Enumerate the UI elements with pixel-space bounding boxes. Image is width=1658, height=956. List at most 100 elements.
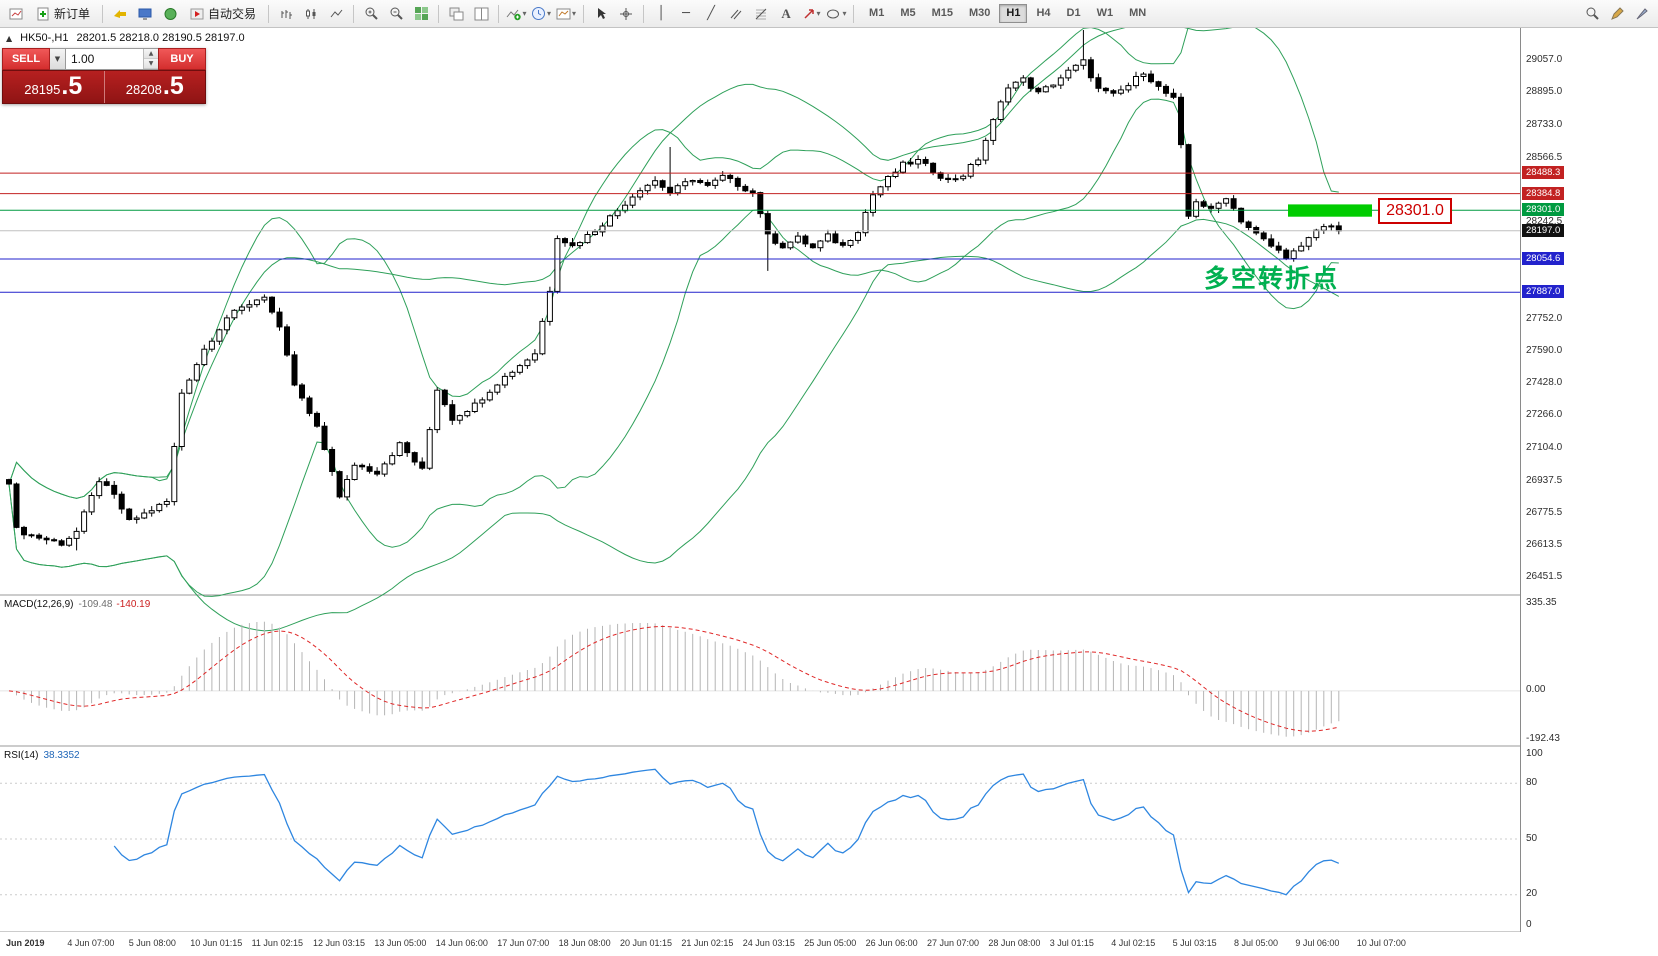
- timeframe-m30[interactable]: M30: [969, 7, 991, 19]
- chart-window-icon[interactable]: [4, 2, 28, 26]
- symbol-info: ▲ HK50-,H1 28201.5 28218.0 28190.5 28197…: [6, 32, 245, 44]
- price-level-badge: 27887.0: [1522, 285, 1565, 299]
- auto-trading-button[interactable]: 自动交易: [183, 3, 263, 25]
- bar-chart-icon[interactable]: [274, 2, 298, 26]
- toolbar-separator: [438, 4, 440, 23]
- alerts-icon[interactable]: [108, 2, 132, 26]
- volume-up-button[interactable]: ▲: [144, 49, 158, 59]
- pencil-icon[interactable]: [1605, 2, 1629, 26]
- timeframe-m1[interactable]: M1: [869, 7, 885, 19]
- navigator-icon[interactable]: [158, 2, 182, 26]
- time-axis-label: 4 Jul 02:15: [1111, 938, 1156, 948]
- toolbar-separator: [353, 4, 355, 23]
- rsi-indicator-label: RSI(14) 38.3352: [4, 750, 80, 761]
- dropdown-caret[interactable]: ▾: [572, 9, 577, 18]
- vertical-line-icon[interactable]: │: [657, 6, 665, 21]
- price-tick: 26613.5: [1526, 538, 1563, 550]
- candlestick-icon[interactable]: [299, 2, 323, 26]
- brush-icon[interactable]: [1630, 2, 1654, 26]
- time-axis[interactable]: Jun 2019 4 Jun 07:00 5 Jun 08:00 10 Jun 01:…: [0, 932, 1658, 956]
- timeframe-m5[interactable]: M5: [900, 7, 916, 19]
- text-tool-icon[interactable]: A: [781, 5, 791, 21]
- zoom-out-icon[interactable]: [384, 2, 408, 26]
- time-axis-label: 25 Jun 05:00: [804, 938, 857, 948]
- tile-windows-icon[interactable]: [409, 2, 433, 26]
- dropdown-caret[interactable]: ▾: [816, 9, 821, 18]
- timeframe-d1[interactable]: D1: [1066, 7, 1081, 19]
- sell-price-button[interactable]: 28195.5: [3, 71, 104, 103]
- crosshair-icon[interactable]: [614, 2, 638, 26]
- one-click-panel-toggle[interactable]: ▲: [6, 33, 13, 43]
- fibonacci-icon[interactable]: [749, 2, 773, 26]
- buy-price-fraction: .5: [162, 72, 184, 100]
- line-chart-icon[interactable]: [324, 2, 348, 26]
- time-axis-label: 3 Jul 01:15: [1049, 938, 1094, 948]
- volume-down-button[interactable]: ▼: [144, 59, 158, 69]
- price-chart[interactable]: [0, 28, 1520, 956]
- timeframe-h1[interactable]: H1: [999, 4, 1028, 23]
- periods-icon[interactable]: ▾: [529, 2, 553, 26]
- horizontal-line-icon[interactable]: ─: [682, 6, 690, 21]
- level-lines: [0, 172, 1520, 293]
- sell-button[interactable]: SELL: [2, 48, 50, 70]
- auto-trading-label: 自动交易: [208, 7, 257, 21]
- time-axis-label: 26 Jun 06:00: [865, 938, 918, 948]
- arrows-tool-icon[interactable]: ▾: [799, 2, 823, 26]
- rsi-axis-label: 20: [1526, 888, 1538, 899]
- time-axis-label: 28 Jun 08:00: [988, 938, 1041, 948]
- time-axis-label: 9 Jul 06:00: [1295, 938, 1340, 948]
- toolbar-separator: [583, 4, 585, 23]
- macd-main-value: -109.48: [78, 599, 113, 610]
- price-target-label[interactable]: 28301.0: [1378, 198, 1452, 224]
- templates-icon[interactable]: ▾: [554, 2, 578, 26]
- volume-preset-dropdown[interactable]: ▼: [50, 48, 66, 70]
- toolbar: 新订单 自动交易: [0, 0, 1658, 28]
- toolbar-separator: [643, 4, 645, 23]
- zoom-in-icon[interactable]: [359, 2, 383, 26]
- volume-input[interactable]: [66, 49, 158, 69]
- timeframe-h4[interactable]: H4: [1036, 7, 1051, 19]
- rsi-axis-label: 0: [1526, 919, 1532, 930]
- price-tick: 27752.0: [1526, 313, 1563, 325]
- timeframe-w1[interactable]: W1: [1096, 7, 1114, 19]
- timeframe-m15[interactable]: M15: [931, 7, 953, 19]
- price-tick: 27590.0: [1526, 345, 1563, 357]
- buy-price-button[interactable]: 28208.5: [103, 71, 206, 103]
- macd-axis-label: 335.35: [1526, 597, 1557, 608]
- macd-axis-label: -192.43: [1526, 733, 1560, 744]
- shapes-icon[interactable]: ▾: [824, 2, 848, 26]
- arrange-windows-icon[interactable]: [469, 2, 493, 26]
- one-click-trading-panel: SELL ▼ ▲ ▼ BUY 28195.5 28208.5: [2, 48, 206, 104]
- price-axis[interactable]: 29057.0 28895.0 28733.0 28566.5 28242.5 27752…: [1520, 28, 1658, 936]
- price-tick: 26937.5: [1526, 474, 1563, 486]
- symbol-name: HK50-,H1: [20, 32, 69, 44]
- timeframe-mn[interactable]: MN: [1129, 7, 1147, 19]
- time-axis-label: 11 Jun 02:15: [251, 938, 303, 948]
- rsi-line: [113, 768, 1340, 896]
- dropdown-caret[interactable]: ▾: [522, 9, 527, 18]
- dropdown-caret[interactable]: ▾: [547, 9, 552, 18]
- time-axis-label: 27 Jun 07:00: [927, 938, 980, 948]
- cursor-icon[interactable]: [589, 2, 613, 26]
- timeframe-group: M1 M5 M15 M30 H1 H4 D1 W1 MN: [861, 4, 1154, 23]
- price-level-badge: 28301.0: [1522, 203, 1565, 217]
- indicators-icon[interactable]: ▾: [504, 2, 528, 26]
- macd-axis-label: 0.00: [1526, 684, 1546, 695]
- toolbar-separator: [853, 4, 855, 23]
- new-order-button[interactable]: 新订单: [29, 3, 97, 25]
- time-axis-label: 18 Jun 08:00: [558, 938, 611, 948]
- time-axis-label: 10 Jun 01:15: [190, 938, 243, 948]
- target-zone-rect[interactable]: [1288, 204, 1372, 217]
- macd-title: MACD(12,26,9): [4, 599, 74, 610]
- search-icon[interactable]: [1580, 2, 1604, 26]
- dropdown-caret[interactable]: ▾: [842, 9, 847, 18]
- channel-icon[interactable]: [724, 2, 748, 26]
- cascade-windows-icon[interactable]: [444, 2, 468, 26]
- buy-button[interactable]: BUY: [158, 48, 206, 70]
- trendline-icon[interactable]: ╱: [707, 6, 715, 21]
- time-axis-label: 24 Jun 03:15: [742, 938, 795, 948]
- price-tick: 28566.5: [1526, 151, 1563, 163]
- rsi-axis-label: 100: [1526, 748, 1543, 759]
- terminal-icon[interactable]: [133, 2, 157, 26]
- buy-price: 28208: [125, 82, 162, 97]
